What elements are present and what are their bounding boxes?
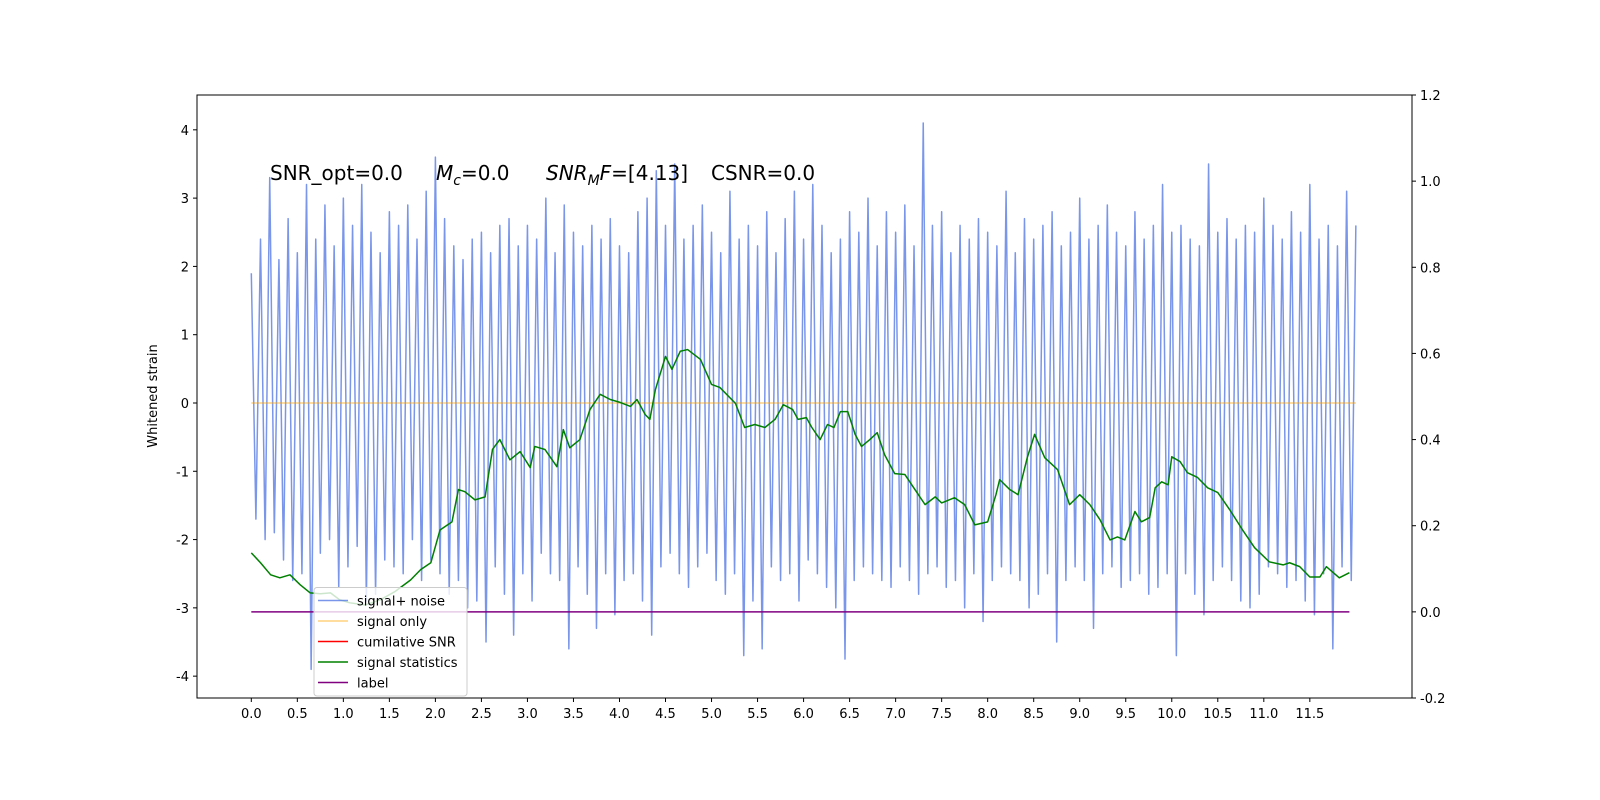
y2-tick-label: 0.2 <box>1420 520 1441 535</box>
x-tick-label: 2.5 <box>471 707 492 722</box>
y2-tick-label: 1.2 <box>1420 89 1441 104</box>
series-line <box>250 122 1357 671</box>
annotation-part: SNR <box>546 161 588 185</box>
y-tick-label: -1 <box>176 465 189 480</box>
y-tick-label: 4 <box>181 124 189 139</box>
y-tick-label: 1 <box>181 329 189 344</box>
y2-tick-label: 1.0 <box>1420 175 1441 190</box>
x-tick-label: 5.5 <box>747 707 768 722</box>
annotation: SNR_opt=0.0 <box>270 161 403 185</box>
y2-tick-label: 0.0 <box>1420 606 1441 621</box>
x-tick-label: 11.0 <box>1249 707 1278 722</box>
legend-label: signal+ noise <box>357 595 445 610</box>
x-tick-label: 5.0 <box>701 707 722 722</box>
annotation-part: =[4.13] <box>611 161 688 185</box>
legend-box <box>313 587 468 697</box>
x-tick-label: 11.5 <box>1295 707 1324 722</box>
x-tick-label: 1.5 <box>379 707 400 722</box>
legend: signal+ noise signal only cumilative SNR si… <box>313 587 468 697</box>
y-tick-label: -2 <box>176 534 189 549</box>
x-tick-label: 7.5 <box>931 707 952 722</box>
x-tick-label: 10.5 <box>1203 707 1232 722</box>
x-tick-label: 3.0 <box>517 707 538 722</box>
x-tick-label: 0.0 <box>241 707 262 722</box>
y-axis-label: Whitened strain <box>146 344 161 447</box>
legend-label: cumilative SNR <box>357 636 456 651</box>
y2-tick-label: 0.4 <box>1420 434 1441 449</box>
x-tick-label: 3.5 <box>563 707 584 722</box>
y2-tick-label: 0.6 <box>1420 347 1441 362</box>
annotation-part: F <box>600 161 612 185</box>
y-tick-label: -4 <box>176 670 189 685</box>
x-tick-label: 7.0 <box>885 707 906 722</box>
x-tick-label: 9.0 <box>1069 707 1090 722</box>
x-tick-label: 10.0 <box>1157 707 1186 722</box>
annotation-part: =0.0 <box>461 161 510 185</box>
legend-label: signal only <box>357 615 427 630</box>
x-tick-label: 8.5 <box>1023 707 1044 722</box>
x-tick-label: 0.5 <box>287 707 308 722</box>
annotation-part: M <box>436 161 453 185</box>
x-tick-label: 4.0 <box>609 707 630 722</box>
annotation: CSNR=0.0 <box>711 161 815 185</box>
x-tick-label: 4.5 <box>655 707 676 722</box>
x-tick-label: 9.5 <box>1115 707 1136 722</box>
annotation-part: c <box>453 173 461 189</box>
y2-tick-label: -0.2 <box>1420 692 1445 707</box>
x-tick-label: 8.0 <box>977 707 998 722</box>
legend-label: label <box>357 677 388 692</box>
y2-tick-label: 0.8 <box>1420 261 1441 276</box>
series-line <box>250 348 1350 606</box>
x-tick-label: 6.5 <box>839 707 860 722</box>
legend-label: signal statistics <box>357 656 458 671</box>
x-tick-label: 6.0 <box>793 707 814 722</box>
y-tick-label: 2 <box>181 260 189 275</box>
y-tick-label: 0 <box>181 397 189 412</box>
axes-frame <box>196 94 1413 699</box>
x-tick-label: 2.0 <box>425 707 446 722</box>
annotation: SNRMF=[4.13] <box>546 161 688 189</box>
annotation: Mc=0.0 <box>436 161 510 189</box>
annotation-part: M <box>588 173 600 189</box>
y-tick-label: 3 <box>181 192 189 207</box>
axes: 0.0 0.5 1.0 1.5 2.0 2.5 3.0 3.5 4.0 4.5 5.0 5.5 6.0 6… <box>176 89 1445 722</box>
x-tick-label: 1.0 <box>333 707 354 722</box>
y-tick-label: -3 <box>176 602 189 617</box>
